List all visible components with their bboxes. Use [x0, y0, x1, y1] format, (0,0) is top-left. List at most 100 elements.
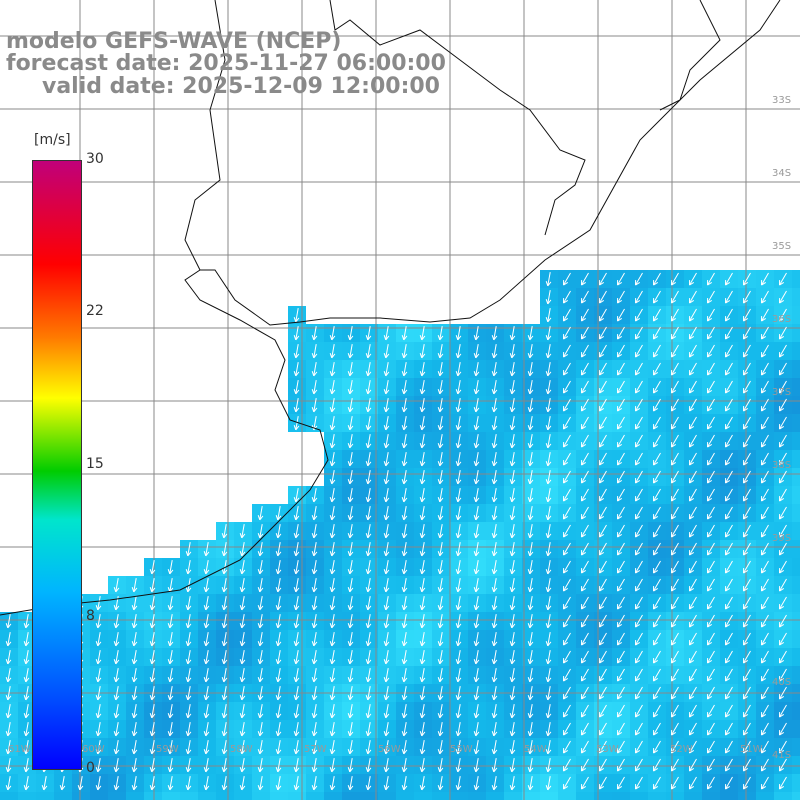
wind-arrow	[221, 668, 228, 683]
wind-arrow	[599, 578, 607, 592]
wind-arrow	[437, 614, 444, 629]
wind-speed-cell	[594, 792, 612, 800]
wind-arrow	[239, 650, 246, 665]
wind-arrow	[221, 686, 228, 701]
wind-arrow	[725, 542, 733, 556]
wind-arrow	[617, 506, 625, 520]
wind-arrow	[275, 758, 282, 773]
wind-arrow	[275, 722, 282, 737]
lon-label-53w: 53W	[596, 744, 619, 755]
wind-arrow	[167, 560, 174, 575]
lon-label-55w: 55W	[450, 744, 473, 755]
wind-arrow	[725, 632, 733, 646]
wind-arrow	[599, 308, 607, 322]
wind-arrow	[635, 452, 643, 466]
wind-arrow	[347, 434, 354, 449]
wind-arrow	[689, 560, 697, 574]
wind-arrow	[203, 650, 210, 665]
wind-arrow	[5, 758, 12, 773]
wind-arrow	[581, 668, 589, 682]
wind-arrow	[599, 596, 607, 610]
wind-arrow	[311, 524, 318, 539]
wind-arrow	[689, 614, 697, 628]
wind-arrow	[653, 506, 661, 520]
wind-arrow	[689, 344, 697, 358]
wind-arrow	[743, 344, 751, 358]
wind-arrow	[617, 272, 625, 286]
wind-arrow	[635, 776, 643, 790]
wind-arrow	[581, 308, 589, 322]
wind-arrow	[23, 776, 30, 791]
wind-arrow	[761, 560, 769, 574]
wind-arrow	[275, 776, 282, 791]
wind-arrow	[185, 776, 192, 791]
wind-arrow	[563, 722, 571, 736]
wind-arrow	[365, 578, 372, 593]
wind-arrow	[743, 668, 751, 682]
wind-arrow	[545, 470, 552, 485]
wind-arrow	[473, 452, 480, 467]
wind-arrow	[131, 614, 138, 629]
wind-speed-cell	[792, 558, 800, 576]
wind-arrow	[671, 560, 679, 574]
wind-speed-cell	[108, 792, 126, 800]
wind-arrow	[347, 362, 354, 377]
wind-arrow	[725, 668, 733, 682]
wind-arrow	[779, 632, 787, 646]
wind-arrow	[689, 704, 697, 718]
wind-arrow	[311, 740, 318, 755]
lon-label-59w: 59W	[156, 744, 179, 755]
wind-arrow	[635, 560, 643, 574]
wind-arrow	[5, 776, 12, 791]
wind-arrow	[545, 326, 552, 341]
wind-arrow	[473, 668, 480, 683]
wind-arrow	[473, 740, 480, 755]
wind-arrow	[563, 578, 571, 592]
wind-arrow	[455, 470, 462, 485]
wind-arrow	[509, 488, 516, 503]
colorbar-tick-22: 22	[86, 303, 104, 319]
wind-arrow	[347, 596, 354, 611]
wind-arrow	[455, 560, 462, 575]
wind-arrow	[563, 704, 571, 718]
wind-arrow	[743, 758, 751, 772]
coastline	[0, 0, 781, 616]
wind-arrow	[653, 614, 661, 628]
wind-arrow	[239, 668, 246, 683]
wind-arrow	[617, 470, 625, 484]
wind-arrow	[203, 776, 210, 791]
wind-arrow	[689, 506, 697, 520]
wind-arrow	[509, 776, 516, 791]
wind-arrow	[563, 416, 571, 430]
wind-arrow	[383, 362, 390, 377]
wind-speed-cell	[270, 792, 288, 800]
wind-arrow	[221, 596, 228, 611]
wind-arrow	[383, 542, 390, 557]
wind-arrow	[311, 614, 318, 629]
lon-label-61w: 61W	[8, 744, 31, 755]
wind-speed-cell	[360, 792, 378, 800]
wind-arrow	[599, 650, 607, 664]
wind-arrow	[311, 506, 318, 521]
wind-arrow	[617, 344, 625, 358]
wind-speed-cell	[288, 792, 306, 800]
wind-arrow	[131, 740, 138, 755]
wind-arrow	[149, 632, 156, 647]
wind-arrow	[455, 416, 462, 431]
wind-arrow	[527, 578, 534, 593]
wind-arrow	[653, 488, 661, 502]
wind-arrow	[203, 578, 210, 593]
wind-arrow	[635, 740, 643, 754]
wind-arrow	[113, 776, 120, 791]
wind-arrow	[347, 614, 354, 629]
wind-arrow	[329, 614, 336, 629]
wind-arrow	[707, 668, 715, 682]
wind-speed-cell	[792, 414, 800, 432]
wind-arrow	[401, 524, 408, 539]
wind-arrow	[707, 596, 715, 610]
wind-arrow	[257, 524, 264, 539]
wind-arrow	[383, 344, 390, 359]
wind-arrow	[239, 722, 246, 737]
wind-arrow	[563, 614, 571, 628]
wind-arrow	[725, 722, 733, 736]
